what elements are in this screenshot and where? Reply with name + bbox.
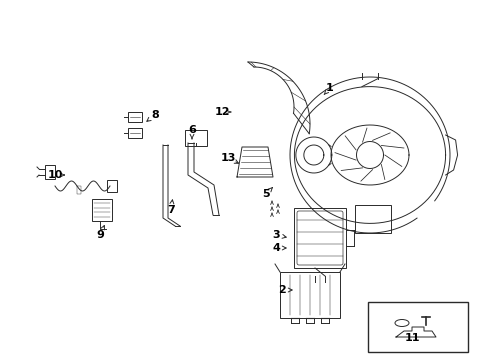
Text: 9: 9 xyxy=(96,230,104,240)
Bar xyxy=(354,206,390,233)
Bar xyxy=(367,302,467,352)
Text: 12: 12 xyxy=(214,107,229,117)
Bar xyxy=(184,130,206,146)
Text: 1: 1 xyxy=(325,83,333,93)
Bar xyxy=(128,112,142,122)
Text: 7: 7 xyxy=(167,205,175,215)
Bar xyxy=(128,128,142,138)
Text: 5: 5 xyxy=(262,189,269,199)
Text: 6: 6 xyxy=(188,125,196,135)
Text: 8: 8 xyxy=(151,110,159,120)
Text: 11: 11 xyxy=(404,333,419,343)
Text: 3: 3 xyxy=(272,230,279,240)
Bar xyxy=(45,165,55,179)
Bar xyxy=(293,208,346,268)
Text: 10: 10 xyxy=(47,170,62,180)
Bar xyxy=(92,199,112,221)
Text: 13: 13 xyxy=(220,153,235,163)
Bar xyxy=(107,180,117,192)
Text: 2: 2 xyxy=(278,285,285,295)
Bar xyxy=(280,272,339,318)
Text: 4: 4 xyxy=(271,243,279,253)
